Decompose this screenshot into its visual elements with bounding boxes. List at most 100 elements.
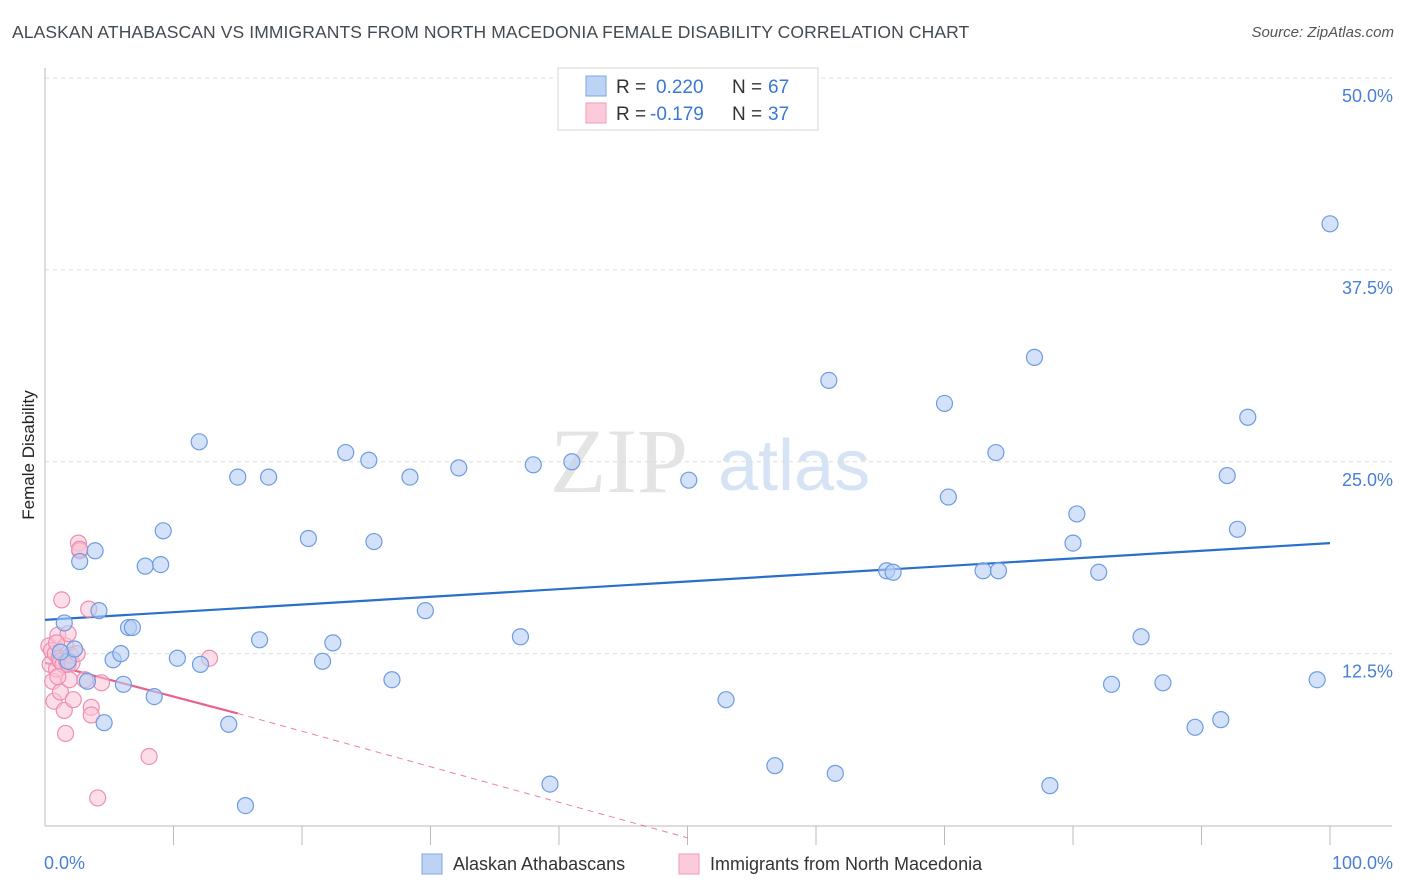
stats-swatch-pink — [585, 102, 607, 124]
data-point-athabascan — [1321, 215, 1339, 233]
data-point-north-macedonia — [82, 706, 100, 724]
data-point-athabascan — [65, 640, 84, 658]
data-point-athabascan — [190, 433, 208, 451]
data-point-athabascan — [450, 459, 468, 477]
data-point-north-macedonia — [53, 591, 71, 609]
data-point-north-macedonia — [89, 789, 107, 807]
data-point-athabascan — [680, 471, 698, 489]
trend-line-north-macedonia — [44, 661, 239, 715]
x-ticks — [173, 826, 1331, 845]
legend-label-north-macedonia: Immigrants from North Macedonia — [710, 854, 983, 874]
source-credit: Source: ZipAtlas.com — [1251, 24, 1394, 41]
data-point-athabascan — [1218, 466, 1236, 485]
data-point-athabascan — [1041, 777, 1059, 795]
data-point-athabascan — [1025, 348, 1044, 366]
y-tick-label: 50.0% — [1342, 86, 1393, 106]
watermark-atlas: atlas — [718, 426, 870, 506]
data-point-athabascan — [1064, 534, 1082, 552]
chart-title: ALASKAN ATHABASCAN VS IMMIGRANTS FROM NO… — [12, 22, 970, 42]
data-point-athabascan — [563, 453, 581, 471]
data-point-athabascan — [114, 675, 132, 693]
y-tick-label: 25.0% — [1342, 470, 1393, 490]
data-point-athabascan — [383, 671, 401, 689]
data-point-athabascan — [365, 532, 383, 551]
data-point-athabascan — [123, 618, 141, 637]
data-point-athabascan — [324, 634, 342, 652]
data-point-athabascan — [1308, 671, 1326, 689]
data-point-athabascan — [154, 522, 172, 540]
series-north-macedonia-points — [40, 534, 219, 807]
data-point-athabascan — [939, 488, 957, 506]
data-point-athabascan — [826, 764, 844, 782]
data-point-north-macedonia — [49, 668, 67, 686]
series-athabascan-points — [51, 215, 1339, 815]
data-point-athabascan — [152, 555, 170, 574]
data-point-athabascan — [136, 557, 154, 575]
data-point-north-macedonia — [92, 674, 111, 692]
data-point-athabascan — [989, 562, 1008, 580]
legend-swatch-north-macedonia — [678, 853, 700, 875]
legend-swatch-athabascans — [421, 853, 443, 875]
data-point-north-macedonia — [140, 747, 158, 766]
stats-swatch-blue — [585, 75, 607, 97]
stats-r-label-pink: R = — [616, 104, 646, 125]
stats-n-label-blue: N = — [732, 77, 762, 98]
stats-n-value-pink: 37 — [768, 104, 789, 125]
data-point-athabascan — [299, 529, 318, 548]
data-point-athabascan — [1090, 563, 1108, 581]
data-point-athabascan — [820, 371, 838, 389]
data-point-athabascan — [717, 691, 735, 709]
trend-line-athabascans — [44, 542, 1331, 621]
stats-r-value-blue: 0.220 — [656, 77, 704, 98]
y-tick-label: 12.5% — [1342, 662, 1393, 682]
data-point-athabascan — [95, 714, 113, 732]
data-point-athabascan — [191, 655, 210, 673]
y-tick-label: 37.5% — [1342, 278, 1393, 298]
data-point-athabascan — [1102, 675, 1121, 693]
data-point-athabascan — [229, 468, 247, 486]
data-point-athabascan — [541, 775, 559, 793]
legend-label-athabascans: Alaskan Athabascans — [453, 854, 625, 874]
stats-n-value-blue: 67 — [768, 77, 789, 98]
stats-r-label-blue: R = — [616, 77, 646, 98]
data-point-athabascan — [51, 643, 70, 661]
data-point-athabascan — [55, 614, 73, 632]
data-point-athabascan — [90, 602, 108, 620]
data-point-athabascan — [250, 631, 269, 649]
axes — [44, 68, 1392, 827]
stats-legend: R = 0.220 N = 67 R = -0.179 N = 37 — [557, 67, 819, 131]
y-axis-label: Female Disability — [19, 390, 38, 520]
data-point-athabascan — [1132, 628, 1150, 646]
data-point-athabascan — [974, 562, 992, 580]
data-point-athabascan — [987, 443, 1005, 462]
data-point-athabascan — [112, 645, 130, 663]
data-point-athabascan — [145, 688, 163, 706]
data-point-athabascan — [1239, 408, 1257, 426]
data-point-north-macedonia — [64, 691, 82, 709]
data-point-athabascan — [220, 715, 238, 733]
data-point-athabascan — [236, 796, 255, 815]
series-legend: Alaskan Athabascans Immigrants from Nort… — [421, 853, 983, 875]
data-point-athabascan — [71, 552, 89, 571]
data-point-athabascan — [1186, 718, 1204, 736]
data-point-athabascan — [884, 563, 902, 581]
stats-n-label-pink: N = — [732, 104, 762, 125]
data-point-athabascan — [168, 649, 186, 667]
data-point-athabascan — [935, 394, 954, 413]
data-point-athabascan — [360, 451, 378, 469]
data-point-athabascan — [416, 602, 434, 620]
data-point-north-macedonia — [56, 724, 75, 743]
data-point-athabascan — [259, 468, 278, 486]
data-point-athabascan — [511, 628, 530, 646]
gridlines — [45, 77, 1392, 655]
stats-r-value-pink: -0.179 — [650, 104, 704, 125]
trend-lines — [44, 542, 1331, 839]
data-point-athabascan — [86, 542, 104, 560]
data-point-athabascan — [78, 672, 97, 690]
x-tick-label-min: 0.0% — [44, 853, 85, 873]
trend-line-north-macedonia-extended — [237, 713, 688, 839]
data-point-athabascan — [337, 443, 355, 462]
data-point-athabascan — [766, 757, 784, 775]
data-point-athabascan — [1154, 674, 1172, 692]
